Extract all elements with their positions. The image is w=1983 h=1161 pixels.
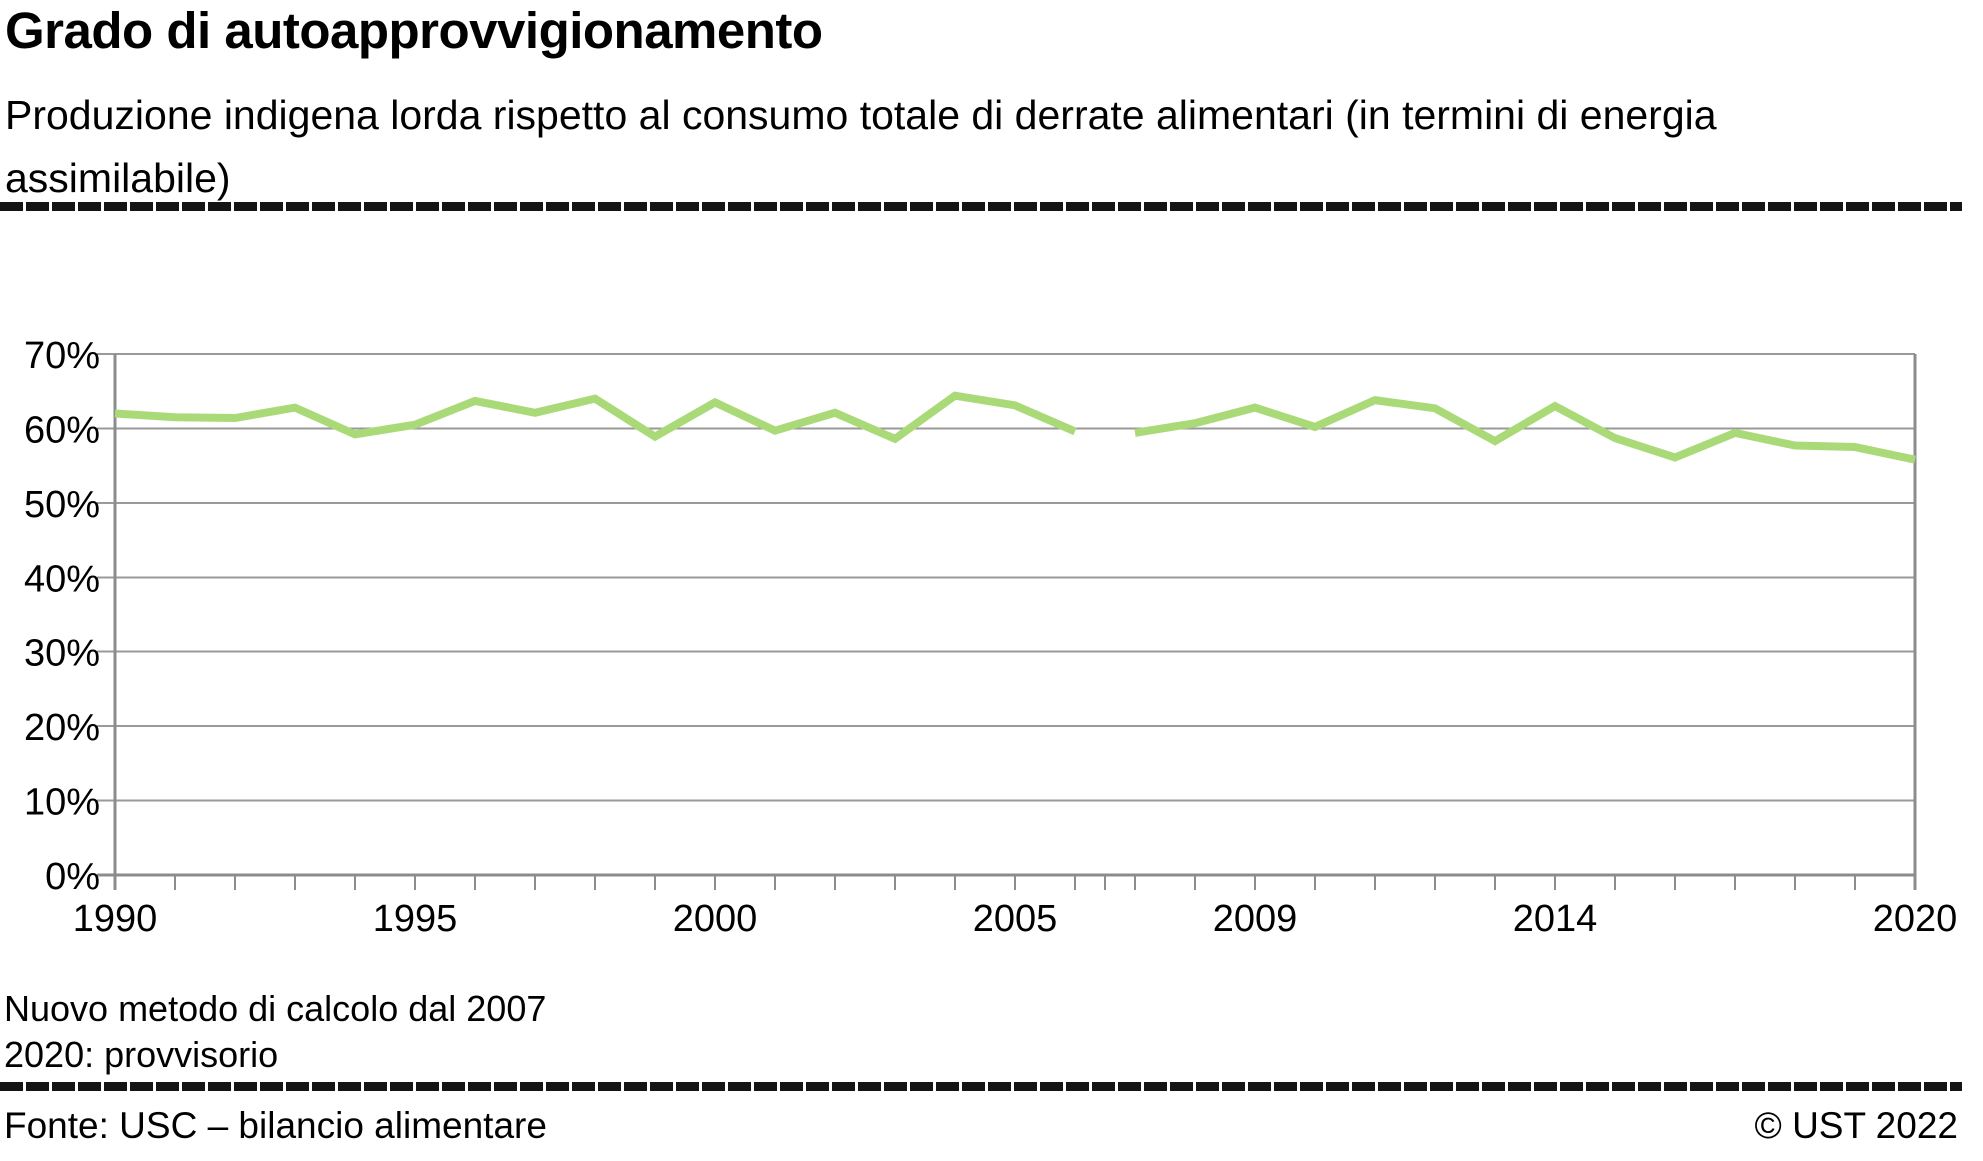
y-tick-label-0pct: 0%: [45, 856, 100, 898]
chart-subtitle: Produzione indigena lorda rispetto al co…: [5, 92, 1717, 201]
page-title: Grado di autoapprovvigionamento: [5, 2, 823, 59]
y-tick-label-20pct: 20%: [24, 707, 100, 749]
footer-divider: [0, 1082, 1962, 1091]
x-tick-label-2000: 2000: [673, 898, 758, 940]
copyright-label: © UST 2022: [1754, 1105, 1958, 1146]
y-tick-label-60pct: 60%: [24, 409, 100, 451]
source-label: Fonte: USC – bilancio alimentare: [4, 1105, 547, 1146]
footnote-provisional: 2020: provvisorio: [4, 1034, 279, 1075]
y-tick-label-50pct: 50%: [24, 484, 100, 526]
series-line-segment-2007-2020: [1134, 396, 1916, 464]
series-line-segment-1990-2006: [114, 391, 1077, 444]
header-divider: [0, 202, 1962, 211]
footnote-method-change: Nuovo metodo di calcolo dal 2007: [4, 988, 547, 1029]
x-tick-label-2014: 2014: [1513, 898, 1598, 940]
x-tick-label-2005: 2005: [973, 898, 1058, 940]
chart-footer: Fonte: USC – bilancio alimentare © UST 2…: [4, 1104, 1958, 1148]
x-tick-label-2009: 2009: [1213, 898, 1298, 940]
y-tick-label-70pct: 70%: [24, 335, 100, 377]
y-tick-label-30pct: 30%: [24, 633, 100, 675]
x-tick-label-1990: 1990: [73, 898, 158, 940]
y-tick-label-40pct: 40%: [24, 558, 100, 600]
chart-footnotes: Nuovo metodo di calcolo dal 2007 2020: p…: [4, 986, 546, 1078]
x-tick-label-1995: 1995: [373, 898, 458, 940]
x-tick-label-2020: 2020: [1873, 898, 1958, 940]
y-tick-label-10pct: 10%: [24, 782, 100, 824]
